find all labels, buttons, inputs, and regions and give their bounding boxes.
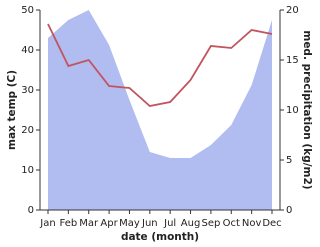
y2-tick-label: 5 — [286, 155, 292, 166]
x-tick-label: Apr — [100, 218, 118, 229]
x-tick-label: Aug — [181, 218, 201, 229]
x-tick-label: Mar — [79, 218, 99, 229]
x-tick-label: Dec — [262, 218, 281, 229]
x-tick-label: Nov — [242, 218, 262, 229]
x-axis-label: date (month) — [121, 231, 199, 243]
x-tick-label: Jul — [163, 218, 176, 229]
y-tick-label: 50 — [21, 5, 34, 16]
x-tick-label: May — [119, 218, 140, 229]
y2-tick-label: 10 — [286, 105, 299, 116]
y2-axis-label: med. precipitation (kg/m2) — [301, 30, 313, 189]
x-tick-label: Jan — [39, 218, 55, 229]
y-tick-label: 30 — [21, 85, 34, 96]
y2-tick-label: 15 — [286, 55, 299, 66]
x-tick-label: Sep — [201, 218, 220, 229]
y-tick-label: 0 — [28, 205, 34, 216]
y-tick-label: 10 — [21, 165, 34, 176]
precipitation-area — [48, 10, 272, 210]
x-tick-label: Oct — [223, 218, 240, 229]
y-tick-label: 40 — [21, 45, 34, 56]
y-axis-label: max temp (C) — [6, 70, 18, 150]
y2-tick-label: 20 — [286, 5, 299, 16]
temperature-line — [47, 23, 273, 107]
y-tick-label: 20 — [21, 125, 34, 136]
y2-tick-label: 0 — [286, 205, 292, 216]
x-tick-label: Feb — [60, 218, 78, 229]
x-tick-label: Jun — [141, 218, 158, 229]
